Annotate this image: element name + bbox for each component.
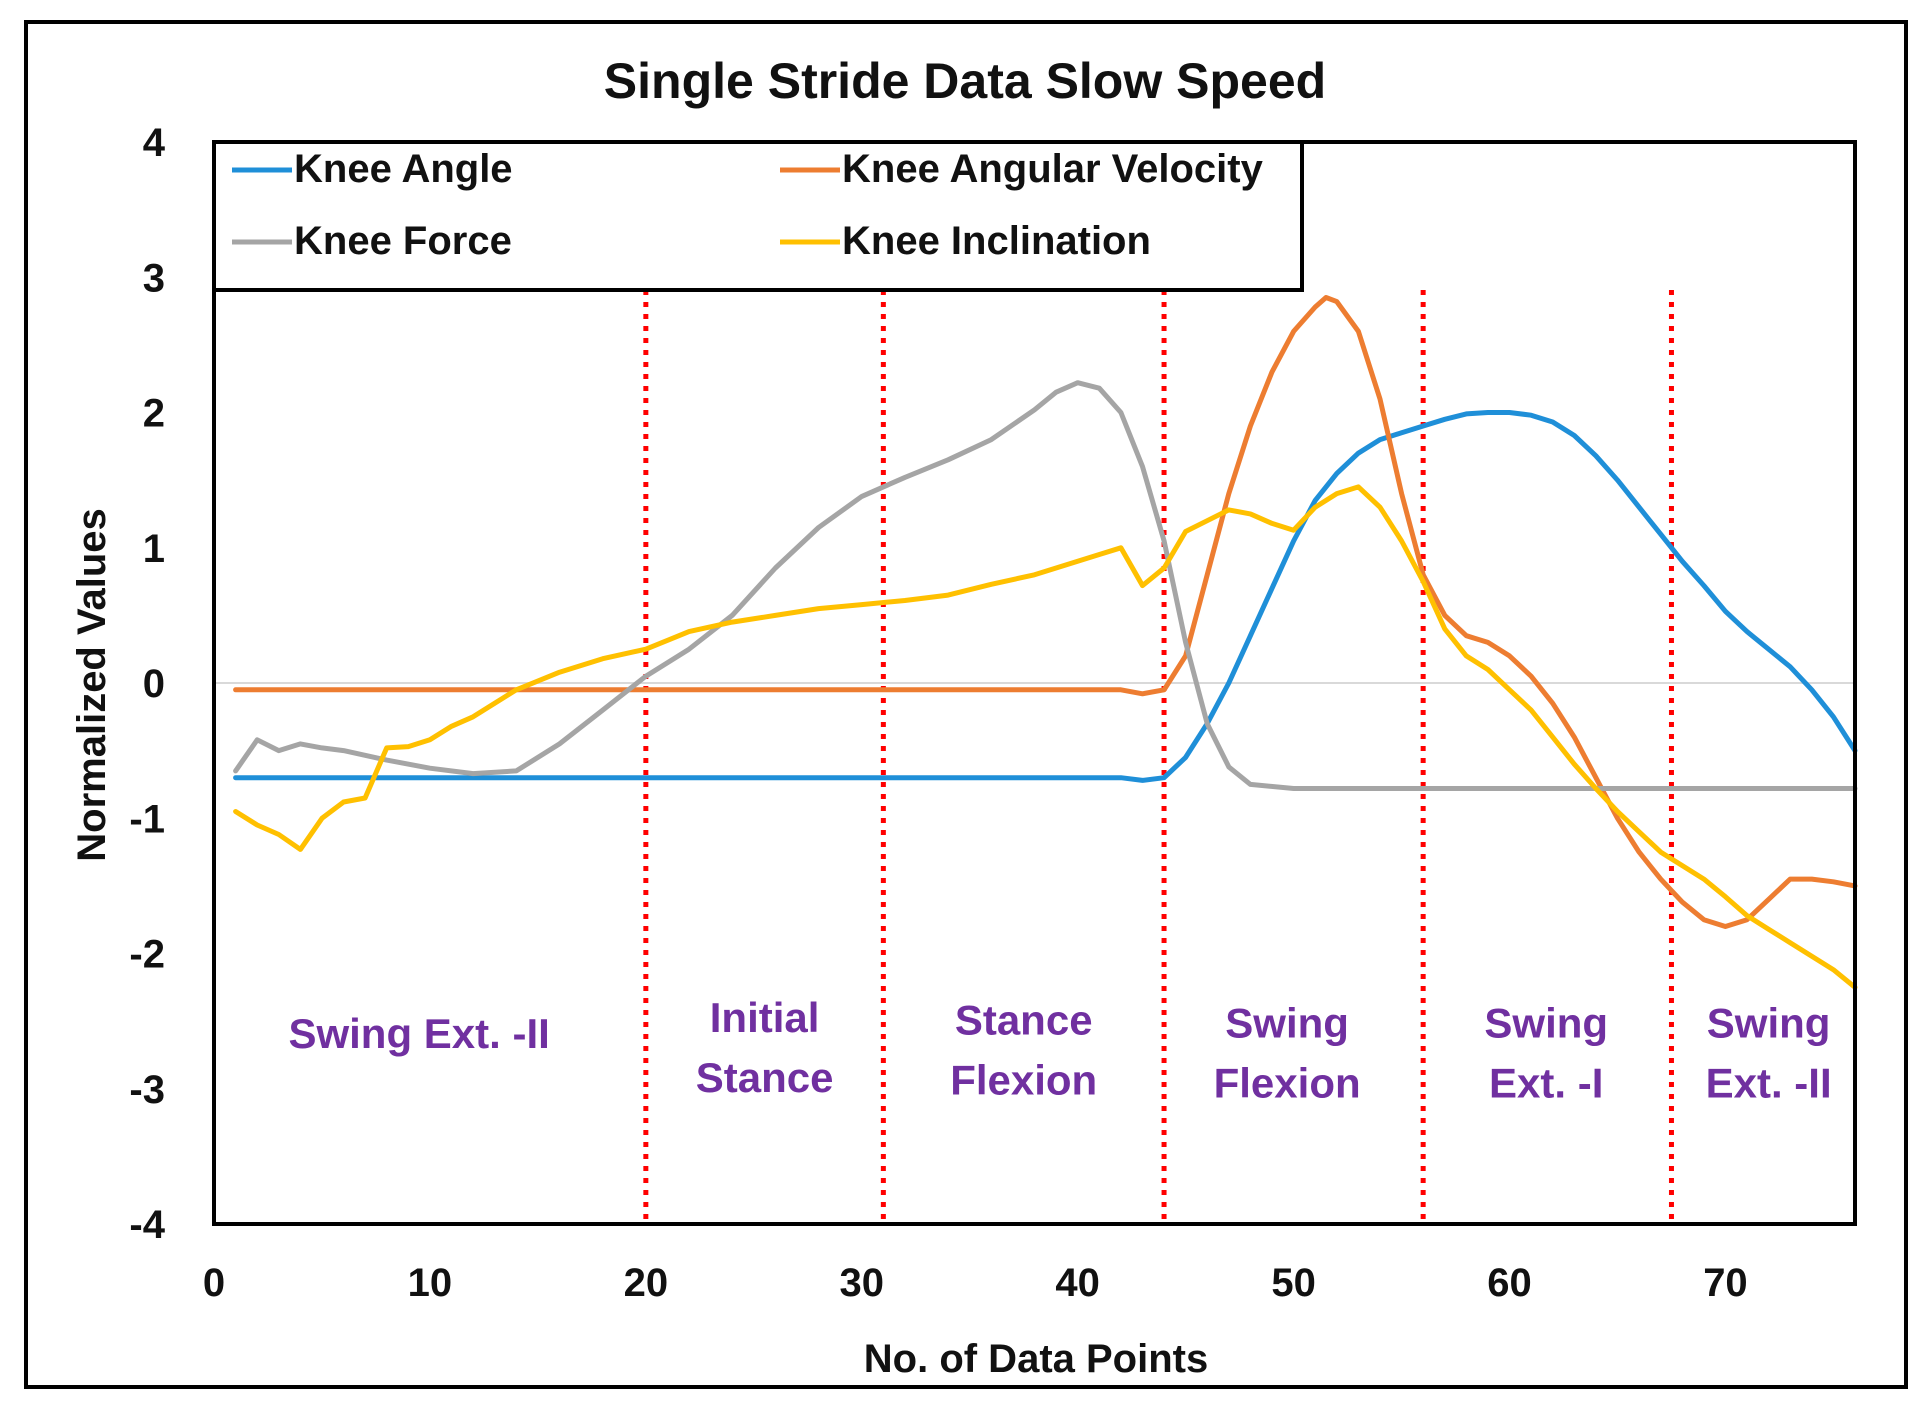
- phase-labels: Swing Ext. -II Initial Stance Stance Flexion…: [288, 994, 1831, 1106]
- series-line-knee-angular-velocity: [233, 295, 1858, 929]
- series-line-knee-inclination: [233, 484, 1858, 990]
- legend-label: Knee Angular Velocity: [842, 147, 1264, 191]
- x-tick-label: 10: [408, 1261, 453, 1305]
- x-tick-label: 70: [1703, 1261, 1748, 1305]
- y-tick-label: -4: [129, 1203, 165, 1247]
- y-tick-label: 4: [143, 121, 166, 165]
- x-tick-label: 30: [840, 1261, 885, 1305]
- x-axis-ticks: 0 10 20 30 40 50 60 70: [203, 1261, 1748, 1305]
- y-tick-label: -2: [129, 933, 165, 977]
- x-tick-label: 20: [624, 1261, 669, 1305]
- y-tick-label: 0: [143, 662, 165, 706]
- phase-label: Swing Ext. -II: [1706, 999, 1832, 1106]
- y-tick-label: 2: [143, 392, 165, 436]
- x-axis-title: No. of Data Points: [864, 1337, 1208, 1381]
- y-tick-label: -3: [129, 1068, 165, 1112]
- phase-label: Swing Ext. -I: [1484, 999, 1608, 1106]
- y-axis-ticks: 4 3 2 1 0 -1 -2 -3 -4: [129, 121, 165, 1247]
- series-line-knee-force: [233, 380, 1858, 791]
- series-lines: [233, 295, 1858, 990]
- phase-label: Swing Ext. -II: [288, 1010, 549, 1057]
- series-line-knee-angle: [233, 410, 1858, 783]
- y-tick-label: -1: [129, 797, 165, 841]
- x-tick-label: 50: [1271, 1261, 1316, 1305]
- legend-label: Knee Inclination: [842, 219, 1151, 263]
- phase-label: Swing Flexion: [1214, 999, 1361, 1106]
- x-tick-label: 40: [1055, 1261, 1100, 1305]
- legend: Knee Angle Knee Angular Velocity Knee Forc…: [212, 140, 1304, 292]
- y-axis-title: Normalized Values: [70, 508, 114, 861]
- phase-label: Initial Stance: [696, 994, 834, 1101]
- legend-label: Knee Angle: [294, 147, 513, 191]
- x-tick-label: 0: [203, 1261, 225, 1305]
- legend-label: Knee Force: [294, 219, 512, 263]
- legend-box: [212, 140, 1304, 292]
- phase-label: Stance Flexion: [950, 997, 1097, 1104]
- y-tick-label: 3: [143, 256, 165, 300]
- x-tick-label: 60: [1487, 1261, 1532, 1305]
- chart-title: Single Stride Data Slow Speed: [604, 53, 1326, 109]
- y-tick-label: 1: [143, 527, 165, 571]
